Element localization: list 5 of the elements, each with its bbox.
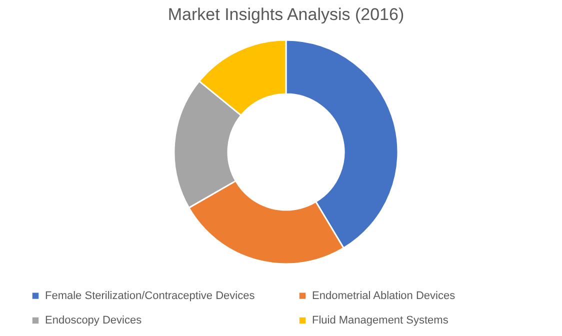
legend-label: Fluid Management Systems [312,314,449,326]
legend-label: Endometrial Ablation Devices [312,290,456,302]
legend-label: Endoscopy Devices [45,314,142,326]
chart-title: Market Insights Analysis (2016) [168,5,404,24]
legend-label: Female Sterilization/Contraceptive Devices [45,290,256,302]
